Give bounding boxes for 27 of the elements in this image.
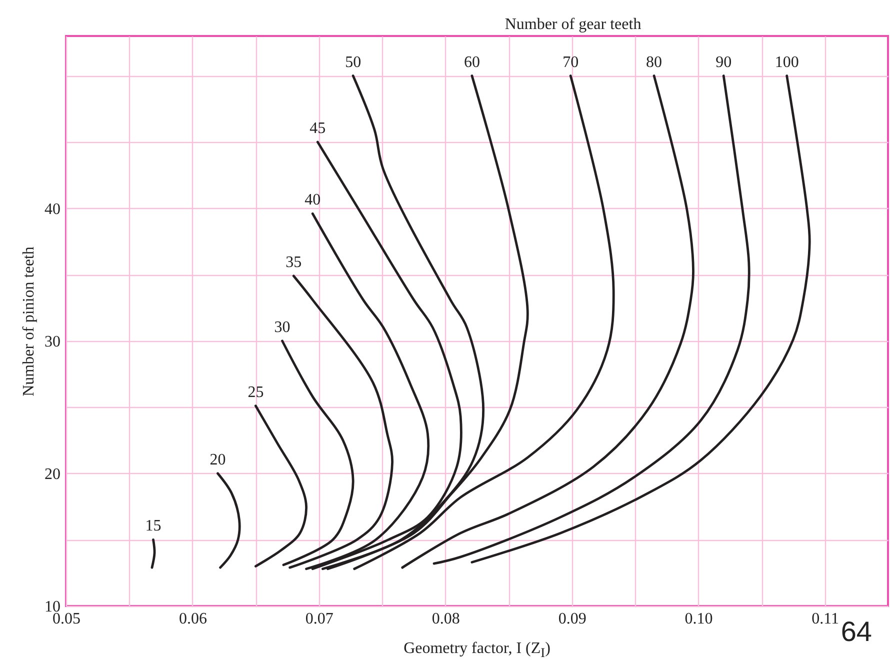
x-tick-label: 0.08 (432, 610, 460, 628)
series-label: 15 (145, 518, 162, 535)
series-label: 70 (562, 54, 579, 71)
series-label: 45 (310, 120, 326, 138)
series-label: 25 (248, 384, 264, 401)
series-label: 40 (304, 192, 321, 209)
x-tick-label: 0.10 (684, 610, 713, 628)
x-tick-label: 0.09 (558, 610, 586, 628)
y-tick-label: 20 (44, 466, 60, 483)
x-tick-label: 0.06 (178, 610, 207, 628)
x-tick-label: 0.07 (305, 610, 334, 628)
y-axis-title: Number of pinion teeth (20, 246, 38, 396)
text: 64 (840, 616, 872, 648)
x-tick-label: 0.11 (812, 610, 839, 628)
series-label: 30 (274, 318, 290, 336)
series-label: 50 (345, 54, 362, 71)
x-axis-title: Geometry factor, I (Z$_{I}$) (404, 640, 550, 660)
series-label: 100 (774, 54, 799, 71)
series-label: 60 (464, 54, 480, 71)
series-label: 35 (286, 254, 302, 271)
series-label: 80 (646, 54, 662, 71)
series-label: 20 (210, 451, 226, 468)
x-tick-label: 0.05 (52, 610, 80, 628)
series-label: 90 (716, 54, 732, 71)
legend-title: Number of gear teeth (504, 16, 642, 33)
y-tick-label: 30 (44, 333, 60, 350)
y-tick-label: 40 (44, 200, 60, 218)
